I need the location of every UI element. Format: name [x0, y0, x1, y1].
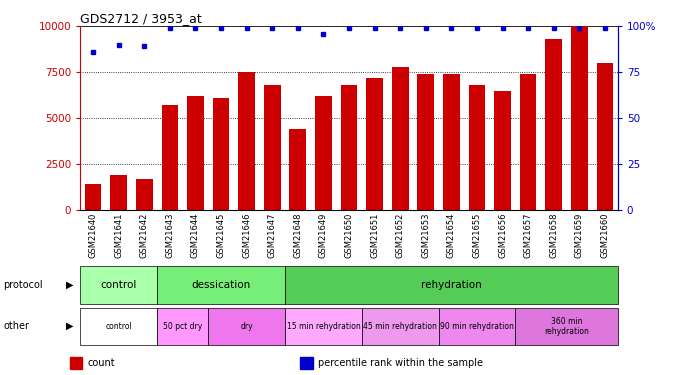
Bar — [161, 105, 178, 210]
Text: control: control — [105, 322, 132, 331]
Text: GSM21648: GSM21648 — [293, 213, 302, 258]
Text: GSM21658: GSM21658 — [549, 213, 558, 258]
Text: GSM21643: GSM21643 — [165, 213, 174, 258]
Text: GSM21656: GSM21656 — [498, 213, 507, 258]
Text: 50 pct dry: 50 pct dry — [163, 322, 202, 331]
FancyBboxPatch shape — [438, 308, 515, 345]
Text: GSM21651: GSM21651 — [370, 213, 379, 258]
Bar — [417, 74, 434, 210]
FancyBboxPatch shape — [515, 308, 618, 345]
FancyBboxPatch shape — [80, 266, 157, 304]
Bar — [468, 85, 485, 210]
FancyBboxPatch shape — [285, 308, 362, 345]
Bar — [84, 184, 101, 210]
Text: ▶: ▶ — [66, 280, 74, 290]
Text: GSM21652: GSM21652 — [396, 213, 405, 258]
Text: control: control — [101, 280, 137, 290]
Text: dessication: dessication — [191, 280, 251, 290]
Text: GSM21646: GSM21646 — [242, 213, 251, 258]
Text: 15 min rehydration: 15 min rehydration — [287, 322, 360, 331]
Text: GSM21645: GSM21645 — [216, 213, 225, 258]
Text: dry: dry — [240, 322, 253, 331]
Text: ▶: ▶ — [66, 321, 74, 331]
Bar — [520, 74, 537, 210]
Text: GSM21641: GSM21641 — [114, 213, 123, 258]
Bar — [341, 85, 357, 210]
Text: GSM21654: GSM21654 — [447, 213, 456, 258]
Bar — [213, 98, 230, 210]
Bar — [136, 179, 153, 210]
Text: protocol: protocol — [3, 280, 43, 290]
Bar — [392, 67, 408, 210]
Text: GSM21655: GSM21655 — [473, 213, 482, 258]
Text: GSM21644: GSM21644 — [191, 213, 200, 258]
Text: GSM21649: GSM21649 — [319, 213, 328, 258]
Text: GSM21659: GSM21659 — [575, 213, 584, 258]
Text: GSM21650: GSM21650 — [345, 213, 353, 258]
Bar — [366, 78, 383, 210]
FancyBboxPatch shape — [285, 266, 618, 304]
Bar — [187, 96, 204, 210]
Bar — [443, 74, 460, 210]
Text: GSM21647: GSM21647 — [268, 213, 276, 258]
Bar — [238, 72, 255, 210]
Text: 360 min
rehydration: 360 min rehydration — [544, 316, 589, 336]
Text: count: count — [87, 358, 115, 368]
Text: GDS2712 / 3953_at: GDS2712 / 3953_at — [80, 12, 202, 25]
FancyBboxPatch shape — [157, 308, 208, 345]
Text: rehydration: rehydration — [421, 280, 482, 290]
Text: GSM21640: GSM21640 — [89, 213, 98, 258]
Bar — [110, 175, 127, 210]
Bar — [264, 85, 281, 210]
Text: GSM21657: GSM21657 — [524, 213, 533, 258]
FancyBboxPatch shape — [80, 308, 157, 345]
Text: 90 min rehydration: 90 min rehydration — [440, 322, 514, 331]
Bar — [597, 63, 614, 210]
Text: GSM21660: GSM21660 — [600, 213, 609, 258]
Text: 45 min rehydration: 45 min rehydration — [363, 322, 437, 331]
Text: GSM21642: GSM21642 — [140, 213, 149, 258]
Bar — [545, 39, 562, 210]
Bar — [494, 91, 511, 210]
Text: percentile rank within the sample: percentile rank within the sample — [318, 358, 482, 368]
Bar — [315, 96, 332, 210]
Bar — [290, 129, 306, 210]
Text: GSM21653: GSM21653 — [422, 213, 430, 258]
Text: other: other — [3, 321, 29, 331]
FancyBboxPatch shape — [362, 308, 438, 345]
FancyBboxPatch shape — [208, 308, 285, 345]
Bar — [571, 26, 588, 210]
FancyBboxPatch shape — [157, 266, 285, 304]
